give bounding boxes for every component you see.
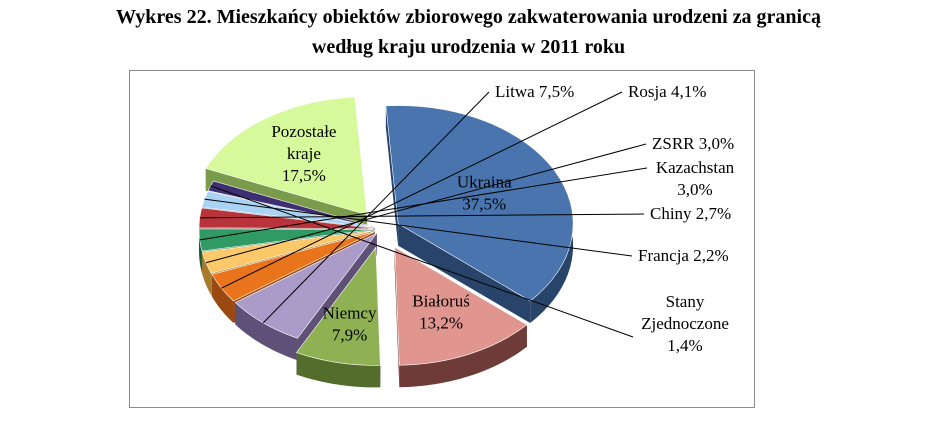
label-francja: Francja 2,2% xyxy=(638,246,729,265)
slice-ukraina xyxy=(385,105,574,302)
label-kazachstan: Kazachstan 3,0% xyxy=(656,158,735,199)
leader-kazachstan xyxy=(199,167,648,241)
slice-side-rosja xyxy=(211,274,234,324)
label-rosja: Rosja 4,1% xyxy=(628,82,706,101)
pie-tops xyxy=(198,96,574,366)
label-chiny: Chiny 2,7% xyxy=(650,204,731,223)
chart-title-line-1: Wykres 22. Mieszkańcy obiektów zbioroweg… xyxy=(116,6,821,28)
leader-stany-zjednoczone xyxy=(210,185,634,338)
label-pozostale-kraje: Pozostałe kraje 17,5% xyxy=(271,122,336,185)
pie-labels: Ukraina 37,5% Białoruś 13,2% Niemcy 7,9% Litwa… xyxy=(199,82,735,355)
label-litwa: Litwa 7,5% xyxy=(495,82,574,101)
leader-chiny xyxy=(199,213,645,219)
slice-side-zsrr xyxy=(202,251,212,296)
slice-pozostale-kraje xyxy=(205,96,368,216)
slice-wall-ukraina-0 xyxy=(385,105,399,246)
pie-chart: Ukraina 37,5% Białoruś 13,2% Niemcy 7,9% Litwa… xyxy=(198,82,735,388)
label-bialorus: Białoruś 13,2% xyxy=(412,291,470,332)
slice-side-niemcy xyxy=(296,352,381,388)
leader-rosja xyxy=(221,91,623,289)
label-ukraina: Ukraina 37,5% xyxy=(457,173,512,214)
label-stany-zjednoczone: Stany Zjednoczone 1,4% xyxy=(641,292,729,355)
slice-side-kazachstan xyxy=(199,228,202,273)
slice-chiny xyxy=(198,207,375,229)
slice-bialorus xyxy=(394,246,528,366)
chart-title-line-2: według kraju urodzenia w 2011 roku xyxy=(311,36,626,58)
leader-litwa xyxy=(262,91,490,324)
slice-side-litwa xyxy=(235,302,298,361)
slice-stany-zjednoczone xyxy=(207,180,375,228)
slice-wall-ukraina-1 xyxy=(398,223,531,323)
slice-niemcy xyxy=(295,246,381,366)
label-zsrr: ZSRR 3,0% xyxy=(652,134,734,153)
chart-area: Ukraina 37,5% Białoruś 13,2% Niemcy 7,9% Litwa… xyxy=(129,70,755,408)
label-niemcy: Niemcy 7,9% xyxy=(323,304,377,345)
